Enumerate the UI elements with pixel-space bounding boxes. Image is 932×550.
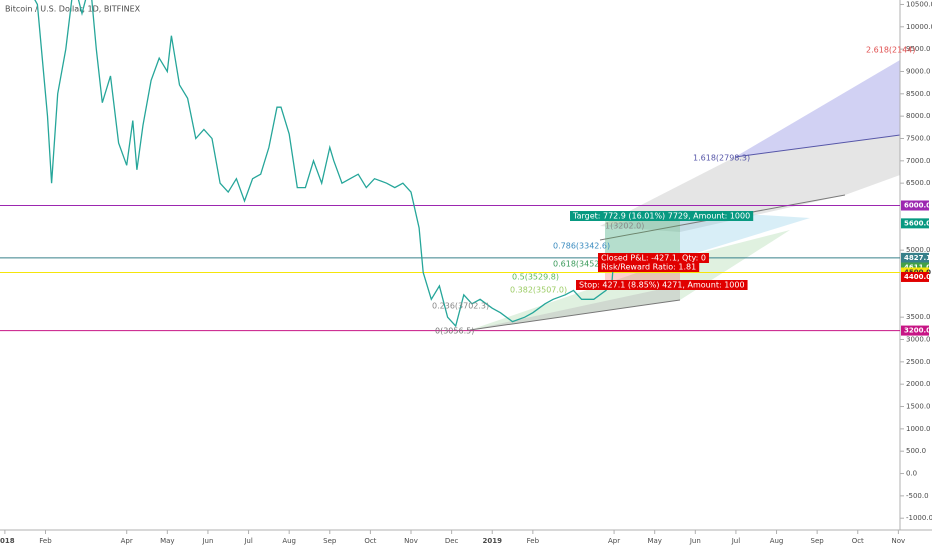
price-tag-label: 3200.0 <box>904 327 931 335</box>
x-tick-label: Apr <box>608 537 620 545</box>
x-tick-label: Apr <box>121 537 133 545</box>
y-tick-label: 2000.0 <box>906 380 931 388</box>
y-tick-label: 2500.0 <box>906 358 931 366</box>
y-tick-label: 0.0 <box>906 470 917 478</box>
fib-label: 2.618(2144) <box>866 46 916 55</box>
x-tick-label: Feb <box>39 537 52 545</box>
y-tick-label: 3000.0 <box>906 336 931 344</box>
position-label: Risk/Reward Ratio: 1.81 <box>601 263 696 272</box>
fib-label: 0.5(3529.8) <box>512 273 559 282</box>
position-label: Stop: 427.1 (8.85%) 4271, Amount: 1000 <box>579 281 745 290</box>
chart-title: Bitcoin / U.S. Dollar, 1D, BITFINEX <box>5 5 141 14</box>
price-tag-label: 6000.0 <box>904 201 931 209</box>
x-tick-label: Aug <box>770 537 784 545</box>
price-tag <box>901 218 929 229</box>
fib-label: 0.786(3342.6) <box>553 242 610 251</box>
x-tick-label: Dec <box>445 537 459 545</box>
x-tick-label: Nov <box>404 537 418 545</box>
x-tick-label: Sep <box>323 537 337 545</box>
position-label: Closed P&L: -427.1, Qty: 0 <box>601 254 706 263</box>
fib-label: 1(3202.0) <box>605 222 644 231</box>
x-tick-label: 2018 <box>0 537 15 545</box>
price-tag <box>901 252 929 263</box>
x-tick-label: 2019 <box>482 537 502 545</box>
y-tick-label: -500.0 <box>906 492 929 500</box>
y-tick-label: 6500.0 <box>906 179 931 187</box>
fib-label: 0.236(3702.3) <box>432 302 489 311</box>
price-line-series <box>34 0 615 328</box>
x-tick-label: Oct <box>364 537 376 545</box>
position-box <box>598 262 700 272</box>
x-tick-label: Jul <box>243 537 253 545</box>
y-tick-label: 7000.0 <box>906 157 931 165</box>
y-tick-label: 9500.0 <box>906 45 931 53</box>
x-tick-label: Feb <box>527 537 540 545</box>
y-tick-label: 8500.0 <box>906 90 931 98</box>
x-tick-label: Jun <box>201 537 213 545</box>
position-box <box>570 211 754 221</box>
price-tag-label: 4400.0 <box>904 273 931 281</box>
fib-label: 1.618(2798.3) <box>693 154 750 163</box>
position-box <box>576 280 748 290</box>
x-tick-label: May <box>160 537 174 545</box>
x-tick-label: Sep <box>811 537 825 545</box>
y-tick-label: 8000.0 <box>906 112 931 120</box>
y-tick-label: -1000.0 <box>906 514 932 522</box>
price-tag-label: 5600.0 <box>904 219 931 227</box>
position-box <box>598 253 709 263</box>
y-tick-label: 500.0 <box>906 447 926 455</box>
fib-label: 0(3056.5) <box>435 327 474 336</box>
y-tick-label: 10000.0 <box>906 23 932 31</box>
fib-label: 0.618(3452.6) <box>553 260 610 269</box>
y-tick-label: 9000.0 <box>906 67 931 75</box>
x-tick-label: Aug <box>282 537 296 545</box>
y-tick-label: 10500.0 <box>906 0 932 8</box>
y-tick-label: 3500.0 <box>906 313 931 321</box>
x-tick-label: Jun <box>689 537 701 545</box>
x-tick-label: May <box>647 537 661 545</box>
price-tag <box>901 200 929 211</box>
y-tick-label: 1500.0 <box>906 403 931 411</box>
price-tag <box>901 271 929 282</box>
position-label: Target: 772.9 (16.01%) 7729, Amount: 100… <box>572 212 750 221</box>
x-tick-label: Jul <box>731 537 741 545</box>
x-tick-label: Nov <box>892 537 906 545</box>
fib-label: 0.382(3507.0) <box>510 286 567 295</box>
x-tick-label: Oct <box>852 537 864 545</box>
price-tag <box>901 325 929 336</box>
y-tick-label: 5000.0 <box>906 246 931 254</box>
price-tag-label: 4827.1 <box>904 254 931 262</box>
y-tick-label: 1000.0 <box>906 425 931 433</box>
y-tick-label: 7500.0 <box>906 134 931 142</box>
